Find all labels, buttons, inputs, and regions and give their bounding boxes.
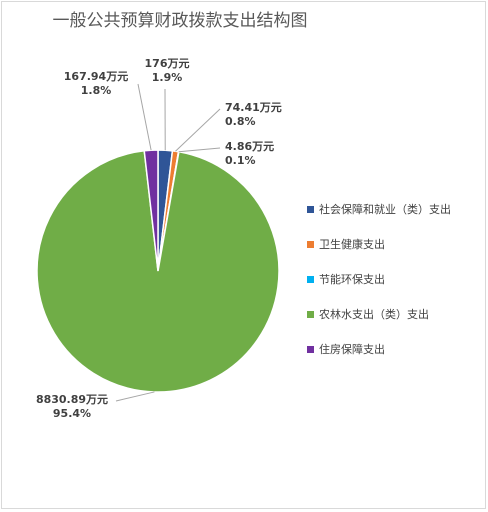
pie-slice-housing bbox=[143, 149, 159, 272]
data-label-value-health: 74.41万元 bbox=[225, 101, 282, 114]
data-label-value-social-security: 176万元 bbox=[145, 57, 190, 70]
data-label-value-housing: 167.94万元 bbox=[64, 70, 128, 83]
legend-label: 节能环保支出 bbox=[319, 273, 385, 286]
data-label-value-environment: 4.86万元 bbox=[225, 140, 274, 153]
legend: 社会保障和就业（类）支出 卫生健康支出 节能环保支出 农林水支出（类）支出 住房… bbox=[307, 201, 451, 376]
leader-line-agriculture bbox=[115, 391, 155, 402]
data-label-percent-social-security: 1.9% bbox=[152, 71, 183, 84]
legend-label: 农林水支出（类）支出 bbox=[319, 308, 429, 321]
data-label-percent-housing: 1.8% bbox=[81, 84, 112, 97]
legend-item-social-security: 社会保障和就业（类）支出 bbox=[307, 201, 451, 236]
leader-line-environment bbox=[178, 147, 221, 153]
legend-label: 住房保障支出 bbox=[319, 343, 385, 356]
leader-line-housing bbox=[137, 83, 152, 151]
data-label-value-agriculture: 8830.89万元 bbox=[36, 393, 108, 406]
legend-item-housing: 住房保障支出 bbox=[307, 341, 451, 376]
legend-item-environment: 节能环保支出 bbox=[307, 271, 451, 306]
legend-label: 社会保障和就业（类）支出 bbox=[319, 203, 451, 216]
legend-swatch bbox=[307, 276, 314, 283]
legend-swatch bbox=[307, 206, 314, 213]
pie-slice-agriculture bbox=[36, 149, 280, 393]
legend-swatch bbox=[307, 346, 314, 353]
data-label-percent-agriculture: 95.4% bbox=[53, 407, 91, 420]
chart-title: 一般公共预算财政拨款支出结构图 bbox=[52, 11, 308, 31]
legend-swatch bbox=[307, 311, 314, 318]
legend-item-agriculture: 农林水支出（类）支出 bbox=[307, 306, 451, 341]
legend-label: 卫生健康支出 bbox=[319, 238, 385, 251]
leader-line-health bbox=[175, 108, 221, 152]
legend-item-health: 卫生健康支出 bbox=[307, 236, 451, 271]
legend-swatch bbox=[307, 241, 314, 248]
data-label-percent-health: 0.8% bbox=[225, 115, 256, 128]
data-label-percent-environment: 0.1% bbox=[225, 154, 256, 167]
